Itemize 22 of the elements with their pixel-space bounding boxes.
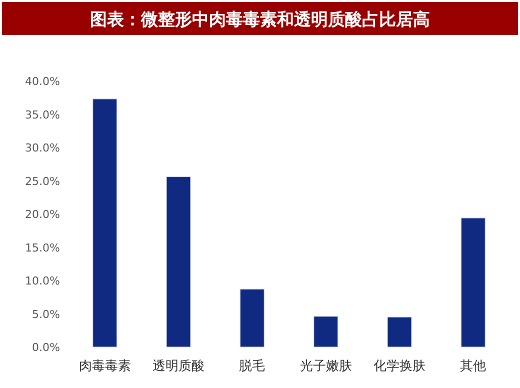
x-tick-label: 化学换肤 [374, 359, 426, 374]
bar [314, 316, 338, 348]
y-tick-label: 0.0% [32, 341, 60, 354]
bar [92, 98, 118, 348]
y-tick-label: 5.0% [32, 308, 60, 321]
bar [460, 218, 486, 348]
x-tick-label: 脱毛 [239, 359, 266, 374]
chart-title: 图表：微整形中肉毒毒素和透明质酸占比居高 [90, 10, 430, 30]
x-tick-label: 透明质酸 [152, 359, 204, 374]
bar [240, 288, 264, 348]
x-tick-label: 光子嫩肤 [300, 359, 352, 374]
x-tick-label: 肉毒毒素 [78, 359, 131, 374]
x-tick-label: 其他 [460, 359, 486, 374]
y-tick-label: 40.0% [25, 75, 60, 88]
bar [166, 176, 191, 348]
y-tick-label: 20.0% [25, 208, 60, 221]
y-tick-label: 35.0% [25, 108, 60, 122]
y-tick-label: 15.0% [25, 241, 60, 254]
y-tick-label: 25.0% [25, 174, 60, 188]
bar [387, 316, 412, 348]
y-tick-label: 30.0% [25, 142, 60, 154]
y-tick-label: 10.0% [25, 274, 60, 288]
